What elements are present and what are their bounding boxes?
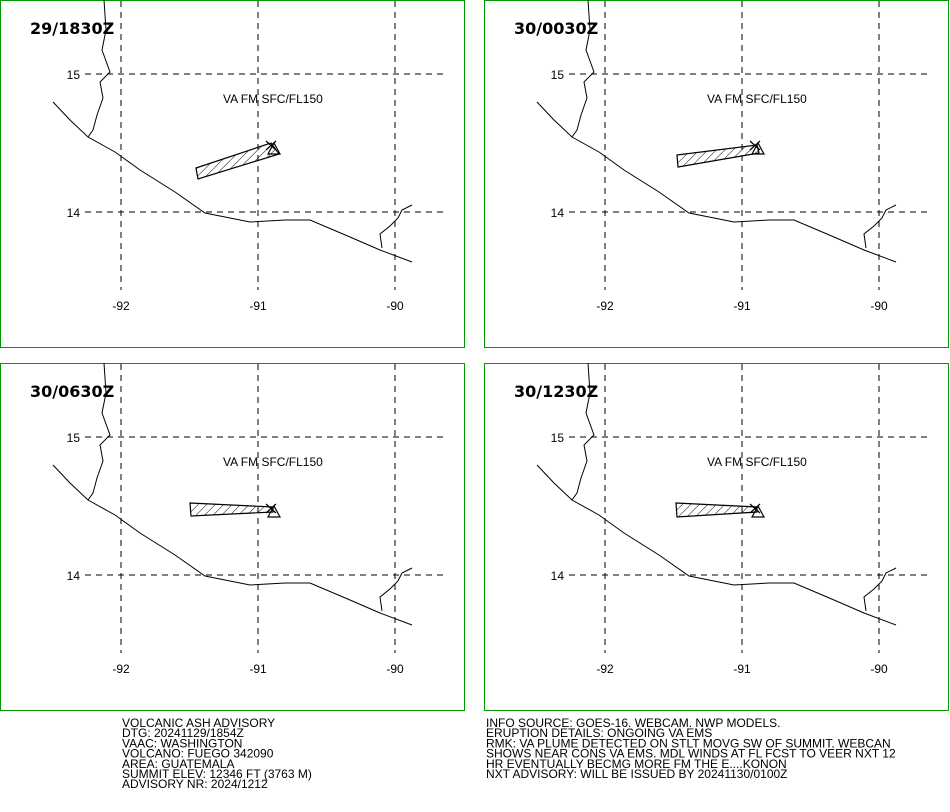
lon-label: -91 [733, 299, 751, 313]
advisory-line: NXT ADVISORY: WILL BE ISSUED BY 20241130… [486, 767, 788, 781]
panel-border [0, 363, 465, 711]
panel-time: 29/1830Z [30, 19, 114, 38]
advisory-line: SUMMIT ELEV: 12346 FT (3763 M) [122, 767, 312, 781]
volcano-marker [749, 503, 766, 518]
advisory-line: HR EVENTUALLY BECMG MORE FM THE E....KON… [486, 757, 787, 771]
advisory-line: RMK: VA PLUME DETECTED ON STLT MOVG SW O… [486, 736, 891, 750]
coastline [536, 101, 897, 263]
border [87, 362, 111, 501]
ash-plume [189, 502, 274, 517]
volcano-marker [749, 140, 766, 155]
plume-label: VA FM SFC/FL150 [223, 92, 323, 106]
lon-label: -91 [249, 299, 267, 313]
advisory-line: ADVISORY NR: 2024/1212 [122, 777, 268, 791]
border [87, 0, 111, 138]
advisory-line: VAAC: WASHINGTON [122, 736, 242, 750]
panel-time: 30/1230Z [514, 382, 598, 401]
advisory-line: DTG: 20241129/1854Z [122, 726, 244, 740]
ash-plume [675, 502, 758, 518]
advisory-line: VOLCANO: FUEGO 342090 [122, 747, 274, 761]
lat-label: 14 [67, 206, 81, 220]
map-panel: 30/0030Z VA FM SFC/FL150 15 14 -92 -91 -90 [484, 0, 949, 348]
panel-border [0, 0, 465, 348]
lat-label: 14 [551, 206, 565, 220]
border [379, 204, 413, 249]
lat-label: 15 [551, 68, 565, 82]
border [571, 362, 595, 501]
advisory-line: SHOWS NEAR CONS VA EMS. MDL WINDS AT FL … [486, 747, 896, 761]
ash-plume [676, 144, 760, 168]
lon-label: -90 [386, 662, 404, 676]
lon-label: -90 [870, 662, 888, 676]
advisory-line: AREA: GUATEMALA [122, 757, 234, 771]
plume-label: VA FM SFC/FL150 [223, 455, 323, 469]
map-panel: 30/1230Z VA FM SFC/FL150 15 14 -92 -91 -90 [484, 362, 949, 711]
lat-label: 14 [67, 569, 81, 583]
volcano-marker [265, 140, 282, 155]
lon-label: -92 [596, 299, 614, 313]
lon-label: -90 [870, 299, 888, 313]
coastline [52, 101, 413, 263]
lon-label: -91 [249, 662, 267, 676]
advisory-line: ERUPTION DETAILS: ONGOING VA EMS [486, 726, 712, 740]
lat-label: 15 [67, 68, 81, 82]
lon-label: -91 [733, 662, 751, 676]
lon-label: -92 [112, 662, 130, 676]
map-panel: 29/1830Z VA FM SFC/FL150 15 14 -92 -91 -90 [0, 0, 465, 348]
panel-border [484, 363, 949, 711]
coastline [536, 464, 897, 626]
lon-label: -92 [112, 299, 130, 313]
lon-label: -90 [386, 299, 404, 313]
panel-time: 30/0630Z [30, 382, 114, 401]
border [571, 0, 595, 138]
border [863, 204, 897, 249]
panel-border [484, 0, 949, 348]
map-panel: 30/0630Z VA FM SFC/FL150 15 14 -92 -91 -90 [0, 362, 465, 711]
ash-plume [195, 142, 280, 180]
plume-label: VA FM SFC/FL150 [707, 92, 807, 106]
lat-label: 15 [551, 431, 565, 445]
plume-label: VA FM SFC/FL150 [707, 455, 807, 469]
coastline [52, 464, 413, 626]
lat-label: 15 [67, 431, 81, 445]
lon-label: -92 [596, 662, 614, 676]
lat-label: 14 [551, 569, 565, 583]
advisory-line: INFO SOURCE: GOES-16. WEBCAM. NWP MODELS… [486, 716, 781, 730]
border [379, 567, 413, 612]
volcano-marker [265, 503, 282, 518]
advisory-line: VOLCANIC ASH ADVISORY [122, 716, 275, 730]
border [863, 567, 897, 612]
panel-time: 30/0030Z [514, 19, 598, 38]
